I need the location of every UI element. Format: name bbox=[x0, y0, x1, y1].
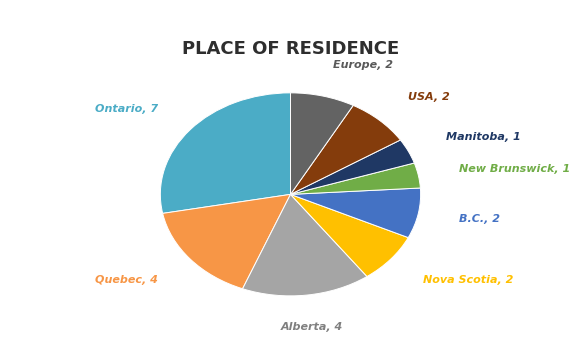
Wedge shape bbox=[290, 140, 414, 194]
Wedge shape bbox=[290, 93, 353, 194]
Text: New Brunswick, 1: New Brunswick, 1 bbox=[459, 164, 571, 174]
Text: Ontario, 7: Ontario, 7 bbox=[95, 104, 158, 114]
Text: B.C., 2: B.C., 2 bbox=[459, 214, 500, 224]
Wedge shape bbox=[290, 163, 421, 194]
Wedge shape bbox=[243, 194, 367, 296]
Text: Alberta, 4: Alberta, 4 bbox=[281, 322, 343, 332]
Wedge shape bbox=[160, 93, 290, 213]
Text: Nova Scotia, 2: Nova Scotia, 2 bbox=[423, 275, 513, 285]
Wedge shape bbox=[290, 105, 400, 194]
Text: USA, 2: USA, 2 bbox=[408, 92, 450, 102]
Wedge shape bbox=[163, 194, 290, 289]
Wedge shape bbox=[290, 194, 408, 277]
Text: Manitoba, 1: Manitoba, 1 bbox=[446, 132, 521, 142]
Text: Quebec, 4: Quebec, 4 bbox=[95, 275, 158, 285]
Wedge shape bbox=[290, 188, 421, 238]
Text: Europe, 2: Europe, 2 bbox=[333, 60, 393, 70]
Title: PLACE OF RESIDENCE: PLACE OF RESIDENCE bbox=[182, 40, 399, 58]
